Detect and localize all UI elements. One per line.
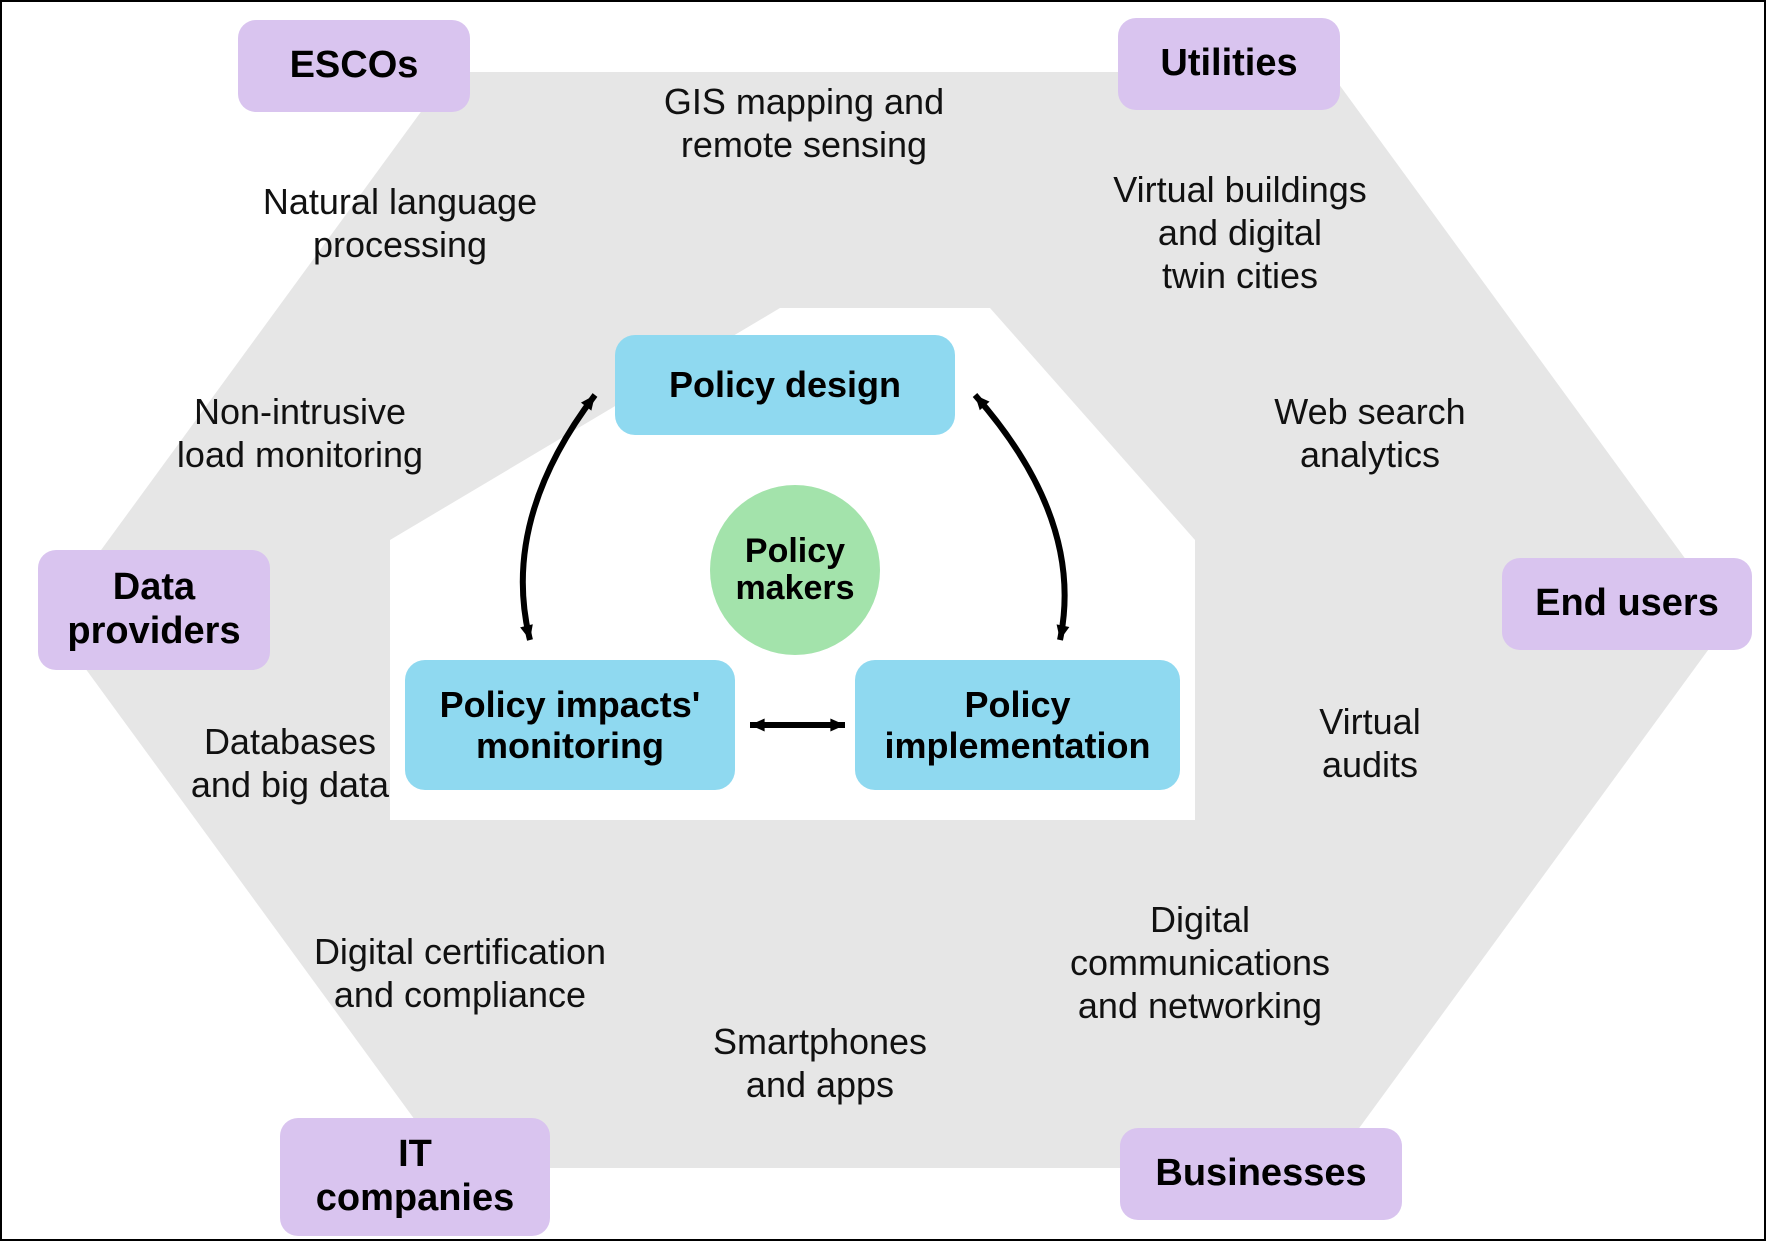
tech-label-gis: GIS mapping and remote sensing: [564, 80, 1044, 166]
tech-label-dig-cert: Digital certification and compliance: [240, 930, 680, 1016]
actor-end-users: End users: [1502, 558, 1752, 650]
policy-label-policy-implementation: Policy implementation: [884, 684, 1150, 767]
actor-label-utilities: Utilities: [1160, 42, 1297, 86]
tech-label-smart-apps: Smartphones and apps: [640, 1020, 1000, 1106]
actor-label-escos: ESCOs: [290, 44, 419, 88]
policy-makers-label: Policy makers: [735, 533, 854, 608]
tech-label-nilm: Non-intrusive load monitoring: [120, 390, 480, 476]
actor-utilities: Utilities: [1118, 18, 1340, 110]
actor-label-businesses: Businesses: [1155, 1152, 1366, 1196]
policy-makers-circle: Policy makers: [710, 485, 880, 655]
policy-label-policy-monitoring: Policy impacts' monitoring: [440, 684, 701, 767]
tech-label-v-audits: Virtual audits: [1260, 700, 1480, 786]
tech-label-vb-dt: Virtual buildings and digital twin citie…: [1060, 168, 1420, 298]
policy-box-policy-monitoring: Policy impacts' monitoring: [405, 660, 735, 790]
policy-label-policy-design: Policy design: [669, 364, 901, 405]
actor-data-providers: Data providers: [38, 550, 270, 670]
tech-label-db-bigdata: Databases and big data: [130, 720, 450, 806]
policy-box-policy-design: Policy design: [615, 335, 955, 435]
tech-label-dig-comm: Digital communications and networking: [1000, 898, 1400, 1028]
actor-label-end-users: End users: [1535, 582, 1719, 626]
diagram-stage: ESCOs Utilities Data providers End users IT …: [0, 0, 1770, 1245]
tech-label-nlp: Natural language processing: [210, 180, 590, 266]
policy-box-policy-implementation: Policy implementation: [855, 660, 1180, 790]
actor-label-it-companies: IT companies: [316, 1133, 515, 1220]
actor-businesses: Businesses: [1120, 1128, 1402, 1220]
actor-escos: ESCOs: [238, 20, 470, 112]
actor-label-data-providers: Data providers: [67, 566, 240, 653]
tech-label-web-search: Web search analytics: [1220, 390, 1520, 476]
actor-it-companies: IT companies: [280, 1118, 550, 1236]
